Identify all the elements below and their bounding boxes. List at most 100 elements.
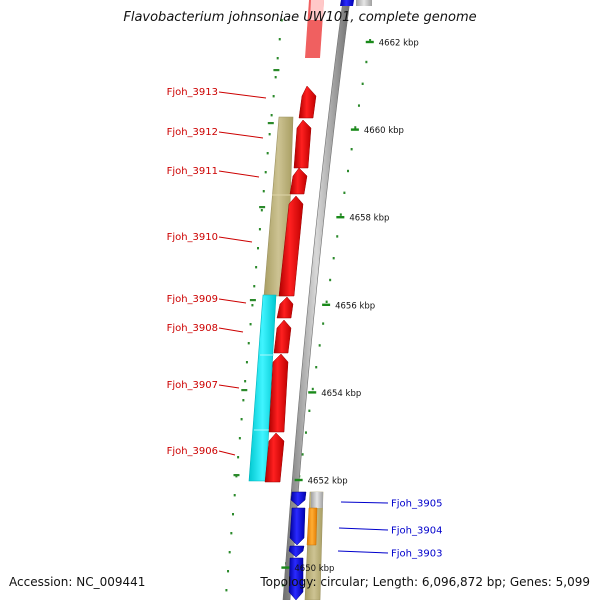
guide-dot <box>225 589 228 592</box>
guide-dot <box>329 278 332 282</box>
guide-dot <box>354 126 357 129</box>
guide-dot <box>253 285 256 288</box>
gene-label-leader <box>218 170 260 178</box>
guide-dot <box>318 344 321 347</box>
dotted-guide-tracks <box>225 19 372 592</box>
guide-dash <box>241 389 248 392</box>
guide-dot <box>272 95 275 98</box>
kbp-tick-mark <box>294 478 303 482</box>
kbp-tick-mark <box>322 303 331 306</box>
gene-arrow-fjoh-3906 <box>264 432 285 483</box>
guide-dot <box>230 532 233 535</box>
guide-dot <box>260 209 263 212</box>
left-gene-labels: Fjoh_3913 Fjoh_3912 Fjoh_3911 Fjoh_3910 Fjoh… <box>167 87 267 457</box>
gene-arrow-top-blue <box>340 0 354 6</box>
gene-label[interactable]: Fjoh_3912 <box>167 127 218 138</box>
guide-dot <box>308 409 311 412</box>
guide-dash <box>249 299 256 302</box>
gene-label-leader <box>218 131 264 139</box>
kbp-tick-mark <box>365 40 374 44</box>
gene-arrow-blue-lower <box>288 557 304 600</box>
gene-arrow-fjoh-3904 <box>289 507 306 546</box>
guide-dot <box>343 191 346 194</box>
gene-label-leader <box>218 384 240 389</box>
gene-label[interactable]: Fjoh_3904 <box>391 526 442 537</box>
guide-dot <box>245 361 248 364</box>
gene-label-leader <box>218 236 253 243</box>
guide-dot <box>249 323 252 326</box>
guide-dot <box>232 513 235 516</box>
gene-label[interactable]: Fjoh_3907 <box>167 380 218 391</box>
topology-text: Topology: circular; Length: 6,096,872 bp… <box>260 575 590 589</box>
gene-arrow-fjoh-3907 <box>268 353 289 433</box>
guide-dash <box>267 122 274 125</box>
guide-dot <box>339 213 342 216</box>
gene-label[interactable]: Fjoh_3911 <box>167 166 218 177</box>
gene-arrow-fjoh-3903 <box>288 545 305 558</box>
guide-dot <box>228 551 231 554</box>
guide-dot <box>315 366 318 369</box>
kbp-tick-label: 4650 kbp <box>294 564 334 574</box>
orange-band <box>306 507 318 546</box>
backbone-arc <box>282 0 351 600</box>
kbp-tick-label: 4658 kbp <box>349 214 389 224</box>
guide-dot <box>369 39 372 42</box>
guide-dot <box>227 570 230 573</box>
guide-dot <box>233 494 236 497</box>
kbp-tick-mark <box>350 128 359 131</box>
grey-band-segment <box>311 492 323 508</box>
kbp-tick-label: 4662 kbp <box>379 39 419 49</box>
guide-dot <box>278 38 281 41</box>
guide-dot <box>266 152 269 155</box>
guide-dot <box>304 431 307 434</box>
guide-dot <box>322 322 325 325</box>
guide-dot <box>274 76 277 79</box>
kbp-tick-label: 4654 kbp <box>321 389 361 399</box>
kbp-tick-label: 4652 kbp <box>308 477 348 487</box>
gene-label-leader <box>338 527 389 531</box>
gene-label-leader <box>218 298 247 304</box>
reverse-strand-genes <box>288 0 354 600</box>
guide-dash <box>259 206 266 209</box>
guide-dot <box>361 82 364 85</box>
guide-dash <box>233 474 240 477</box>
guide-dot <box>268 133 271 136</box>
gene-arrow-fjoh-3905 <box>290 491 307 507</box>
gene-arrow-fjoh-3909 <box>276 296 294 319</box>
gene-label[interactable]: Fjoh_3913 <box>167 87 218 98</box>
gene-label[interactable]: Fjoh_3906 <box>167 446 218 457</box>
kbp-tick-mark <box>308 391 317 394</box>
guide-dot <box>332 257 335 260</box>
gene-label[interactable]: Fjoh_3909 <box>167 294 218 305</box>
gene-arrow-fjoh-3912 <box>293 119 312 169</box>
accession-text: Accession: NC_009441 <box>9 575 146 589</box>
guide-dot <box>276 57 279 60</box>
map-title: Flavobacterium johnsoniae UW101, complet… <box>123 10 477 25</box>
gene-label[interactable]: Fjoh_3903 <box>391 549 442 560</box>
gene-label-leader <box>337 550 389 554</box>
gene-label[interactable]: Fjoh_3908 <box>167 323 218 334</box>
guide-dot <box>257 247 260 250</box>
right-gene-labels: Fjoh_3905 Fjoh_3904 Fjoh_3903 <box>337 499 442 560</box>
forward-strand-genes <box>264 0 324 483</box>
guide-dot <box>365 60 368 64</box>
gene-label[interactable]: Fjoh_3905 <box>391 499 442 510</box>
gene-arrow-fjoh-3910 <box>278 195 304 297</box>
inner-dotted-track <box>225 19 283 592</box>
guide-dot <box>255 266 258 269</box>
gene-arrow-fjoh-3908 <box>273 319 292 354</box>
gene-label-leader <box>218 327 244 333</box>
guide-dot <box>242 399 245 402</box>
guide-dash <box>273 69 280 72</box>
guide-dot <box>336 235 339 238</box>
guide-dot <box>264 171 267 174</box>
gene-label[interactable]: Fjoh_3910 <box>167 232 218 243</box>
gene-arrow-top-pink-cap <box>310 0 324 20</box>
guide-dot <box>281 584 284 587</box>
guide-dot <box>301 453 304 456</box>
guide-dot <box>280 19 283 22</box>
kbp-tick-mark <box>336 216 345 219</box>
guide-dot <box>244 380 247 383</box>
gene-label-leader <box>218 91 267 99</box>
